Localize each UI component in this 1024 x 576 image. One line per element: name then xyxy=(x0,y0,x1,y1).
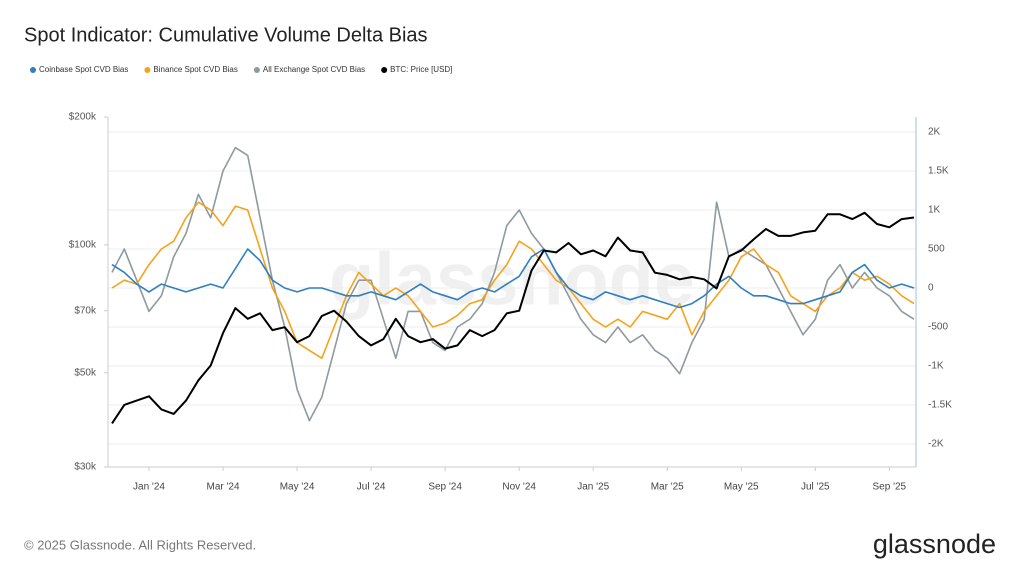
x-tick-label: Sep '24 xyxy=(428,482,462,493)
x-tick-label: Jul '25 xyxy=(801,482,830,493)
x-tick-label: Sep '25 xyxy=(873,482,907,493)
y-tick-label: $100k xyxy=(69,240,97,251)
x-tick-label: Jul '24 xyxy=(357,482,386,493)
y-tick-label: $200k xyxy=(69,112,97,123)
legend-marker xyxy=(144,67,151,73)
legend-label: Coinbase Spot CVD Bias xyxy=(39,65,128,74)
legend-marker xyxy=(253,67,260,73)
series-line xyxy=(111,146,915,422)
footer: © 2025 Glassnode. All Rights Reserved. xyxy=(24,537,256,552)
y2-tick-label: 1.5K xyxy=(928,166,949,177)
x-tick-label: Jan '24 xyxy=(133,482,165,493)
logo: glassnode xyxy=(873,529,996,559)
legend-marker xyxy=(30,67,36,73)
legend-label: BTC: Price [USD] xyxy=(390,65,452,74)
x-tick-label: May '25 xyxy=(724,482,759,493)
y2-tick-label: -2K xyxy=(928,439,944,450)
series-line xyxy=(111,201,915,359)
y2-tick-label: 1K xyxy=(928,205,941,216)
x-tick-label: Mar '24 xyxy=(207,482,240,493)
y2-tick-label: -1K xyxy=(928,361,944,372)
chart-title: Spot Indicator: Cumulative Volume Delta … xyxy=(24,24,428,46)
y2-tick-label: -1.5K xyxy=(928,400,952,411)
legend-label: Binance Spot CVD Bias xyxy=(153,65,238,74)
x-tick-label: Jan '25 xyxy=(577,482,609,493)
y-tick-label: $70k xyxy=(74,305,97,316)
series-line xyxy=(111,211,915,424)
watermark: glassnode xyxy=(329,238,695,321)
y2-tick-label: 500 xyxy=(928,244,945,255)
x-tick-label: May '24 xyxy=(280,482,315,493)
y2-tick-label: 0 xyxy=(928,283,934,294)
x-tick-label: Mar '25 xyxy=(651,482,684,493)
series-line xyxy=(111,248,915,309)
legend-label: All Exchange Spot CVD Bias xyxy=(263,65,365,74)
legend-marker xyxy=(381,67,388,73)
y-tick-label: $30k xyxy=(74,462,97,473)
y2-tick-label: 2K xyxy=(928,127,941,138)
y-tick-label: $50k xyxy=(74,367,97,378)
y2-tick-label: -500 xyxy=(928,322,948,333)
x-tick-label: Nov '24 xyxy=(502,482,536,493)
